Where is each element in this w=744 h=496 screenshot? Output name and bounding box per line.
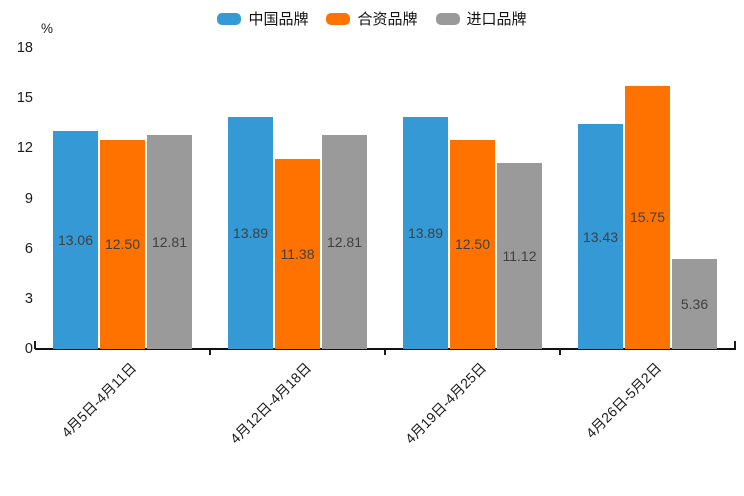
bar-value-label: 12.81 [151,233,188,250]
y-axis-tick-label: 18 [16,40,33,56]
axis-tick [209,350,211,355]
legend: 中国品牌 合资品牌 进口品牌 [0,8,744,29]
y-axis-tick-label: 0 [24,341,33,357]
x-axis-label: 4月26日-5月2日 [582,359,665,442]
bar: 5.36 [672,259,717,349]
y-axis-tick-label: 6 [24,240,33,257]
bar: 11.12 [497,163,542,349]
legend-item-0[interactable]: 中国品牌 [217,8,308,29]
axis-end-tick [34,341,36,349]
axis-tick [384,350,386,355]
bar-value-label: 12.50 [104,236,141,253]
bar-value-label: 11.38 [280,245,315,262]
y-axis-tick-label: 9 [24,190,33,207]
bar-value-label: 13.06 [57,231,94,248]
y-axis-tick-label: 15 [16,90,33,107]
bar: 12.81 [322,134,367,349]
bar: 13.06 [53,130,98,349]
legend-item-label: 合资品牌 [357,11,418,28]
legend-item-label: 中国品牌 [248,11,309,28]
bar: 12.81 [147,134,192,349]
bar-value-label: 12.81 [326,233,363,250]
axis-end-tick [734,341,736,349]
bar: 15.75 [625,85,670,349]
legend-marker-icon [326,12,351,25]
x-axis-label: 4月12日-4月18日 [226,359,315,447]
legend-item-label: 进口品牌 [466,11,527,28]
bar-value-label: 13.89 [407,224,444,241]
bar: 13.43 [578,124,623,349]
bar: 13.89 [403,116,448,349]
legend-marker-icon [435,12,460,25]
legend-item-1[interactable]: 合资品牌 [326,8,418,29]
y-axis-tick-label: 3 [24,290,33,307]
bar: 12.50 [450,139,495,349]
bar-value-label: 12.50 [454,236,491,253]
bar-value-label: 5.36 [680,296,709,313]
legend-marker-icon [217,12,242,25]
bar-value-label: 13.89 [232,224,269,241]
x-axis-label: 4月5日-4月11日 [58,359,140,441]
y-axis-tick-label: 12 [16,140,33,157]
bar-value-label: 13.43 [582,228,619,245]
bar-value-label: 15.75 [629,209,666,226]
x-axis-line [35,348,736,350]
bar: 13.89 [228,116,273,349]
y-axis-unit-label: % [41,21,54,36]
x-axis-label: 4月19日-4月25日 [401,359,490,447]
legend-item-2[interactable]: 进口品牌 [435,8,527,29]
bar: 12.50 [100,139,145,349]
bar-value-label: 11.12 [502,248,537,265]
bar: 11.38 [275,158,320,349]
axis-tick [559,350,561,355]
